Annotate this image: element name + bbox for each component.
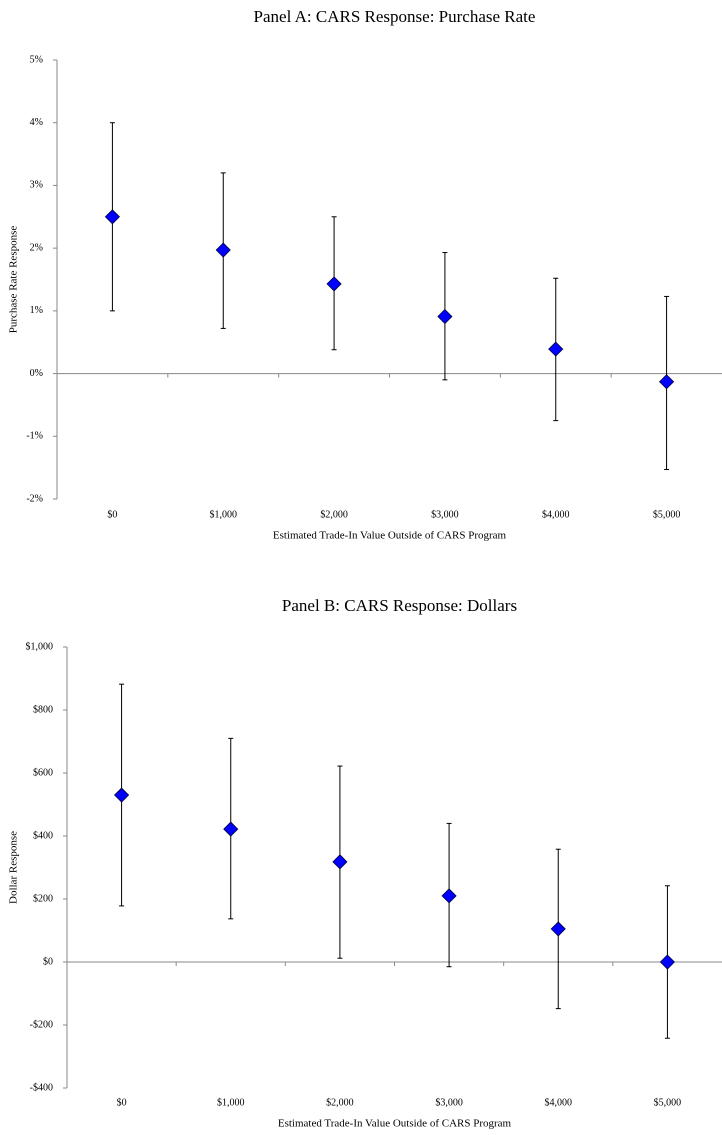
y-tick-label: -$200: [30, 1019, 53, 1030]
x-tick-label: $0: [117, 1097, 127, 1108]
y-tick-label: $200: [33, 893, 53, 904]
x-tick-label: $5,000: [654, 1097, 682, 1108]
point: [441, 888, 457, 904]
y-tick-label: 2%: [30, 242, 43, 253]
x-tick-label: $4,000: [545, 1097, 573, 1108]
point: [332, 854, 348, 870]
y-tick-label: $0: [43, 956, 53, 967]
x-tick-label: $2,000: [320, 509, 348, 520]
chart-title: Panel A: CARS Response: Purchase Rate: [254, 7, 536, 26]
x-axis-label: Estimated Trade-In Value Outside of CARS…: [273, 530, 507, 542]
y-tick-label: 1%: [30, 305, 43, 316]
point: [659, 374, 675, 390]
point: [326, 276, 342, 292]
y-tick-label: $800: [33, 704, 53, 715]
chart-title: Panel B: CARS Response: Dollars: [282, 596, 517, 615]
x-tick-label: $4,000: [542, 509, 570, 520]
y-tick-label: 5%: [30, 54, 43, 65]
x-tick-label: $1,000: [217, 1097, 245, 1108]
point: [104, 209, 120, 225]
x-tick-label: $2,000: [326, 1097, 354, 1108]
y-tick-label: -2%: [26, 493, 43, 504]
point: [114, 787, 130, 803]
x-tick-label: $5,000: [653, 509, 681, 520]
y-tick-label: 4%: [30, 117, 43, 128]
y-tick-label: $400: [33, 830, 53, 841]
x-tick-label: $1,000: [210, 509, 238, 520]
x-axis-label: Estimated Trade-In Value Outside of CARS…: [278, 1118, 512, 1130]
point: [550, 921, 566, 937]
y-tick-label: -1%: [26, 431, 43, 442]
point: [659, 954, 675, 970]
y-tick-label: $1,000: [26, 641, 54, 652]
y-tick-label: -$400: [30, 1082, 53, 1093]
point: [215, 242, 231, 258]
y-tick-label: $600: [33, 767, 53, 778]
y-tick-label: 3%: [30, 180, 43, 191]
x-tick-label: $0: [107, 509, 117, 520]
y-tick-label: 0%: [30, 368, 43, 379]
point: [548, 341, 564, 357]
point: [223, 821, 239, 837]
y-axis-label: Dollar Response: [8, 831, 20, 904]
x-tick-label: $3,000: [435, 1097, 463, 1108]
y-axis-label: Purchase Rate Response: [8, 226, 20, 334]
point: [437, 308, 453, 325]
x-tick-label: $3,000: [431, 509, 459, 520]
